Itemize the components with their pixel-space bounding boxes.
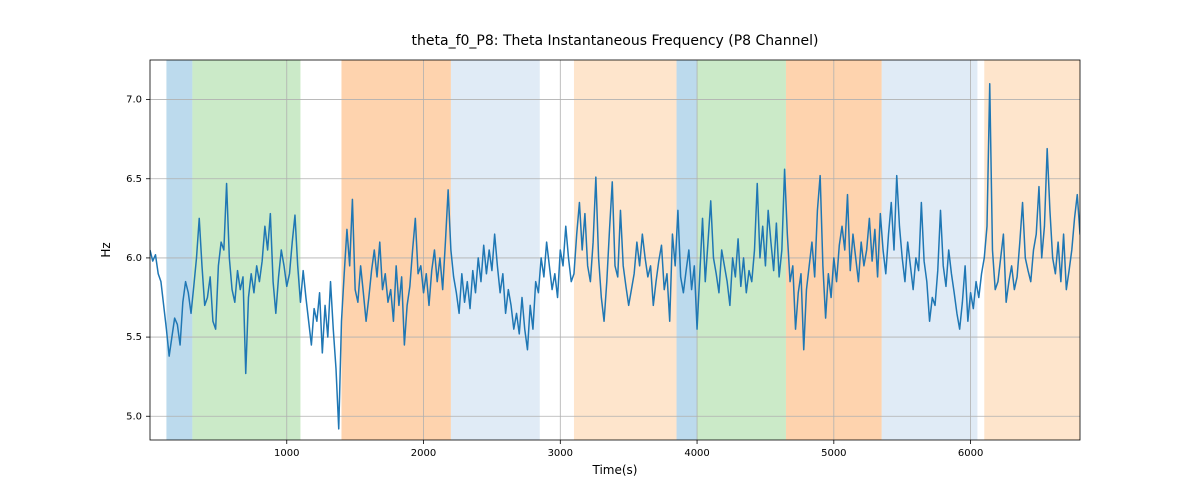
theta-frequency-chart: 1000 2000 3000 4000 5000 6000 5.0 5.5 6.0 6.5 7.0 T… <box>0 0 1200 500</box>
band-0 <box>166 60 192 440</box>
x-axis-label: Time(s) <box>592 463 638 477</box>
xtick-label: 5000 <box>821 448 846 459</box>
xtick-label: 2000 <box>411 448 436 459</box>
xtick-label: 3000 <box>548 448 573 459</box>
y-axis-label: Hz <box>99 242 113 257</box>
ytick-label: 7.0 <box>126 95 142 106</box>
band-6 <box>697 60 786 440</box>
band-9 <box>984 60 1080 440</box>
band-8 <box>882 60 978 440</box>
chart-container: 1000 2000 3000 4000 5000 6000 5.0 5.5 6.0 6.5 7.0 T… <box>0 0 1200 500</box>
ytick-label: 5.0 <box>126 411 142 422</box>
ytick-label: 5.5 <box>126 332 142 343</box>
xtick-label: 6000 <box>958 448 983 459</box>
ytick-label: 6.0 <box>126 253 142 264</box>
xtick-label: 4000 <box>684 448 709 459</box>
ytick-label: 6.5 <box>126 174 142 185</box>
chart-title: theta_f0_P8: Theta Instantaneous Frequen… <box>412 33 819 49</box>
xtick-label: 1000 <box>274 448 299 459</box>
band-1 <box>192 60 300 440</box>
